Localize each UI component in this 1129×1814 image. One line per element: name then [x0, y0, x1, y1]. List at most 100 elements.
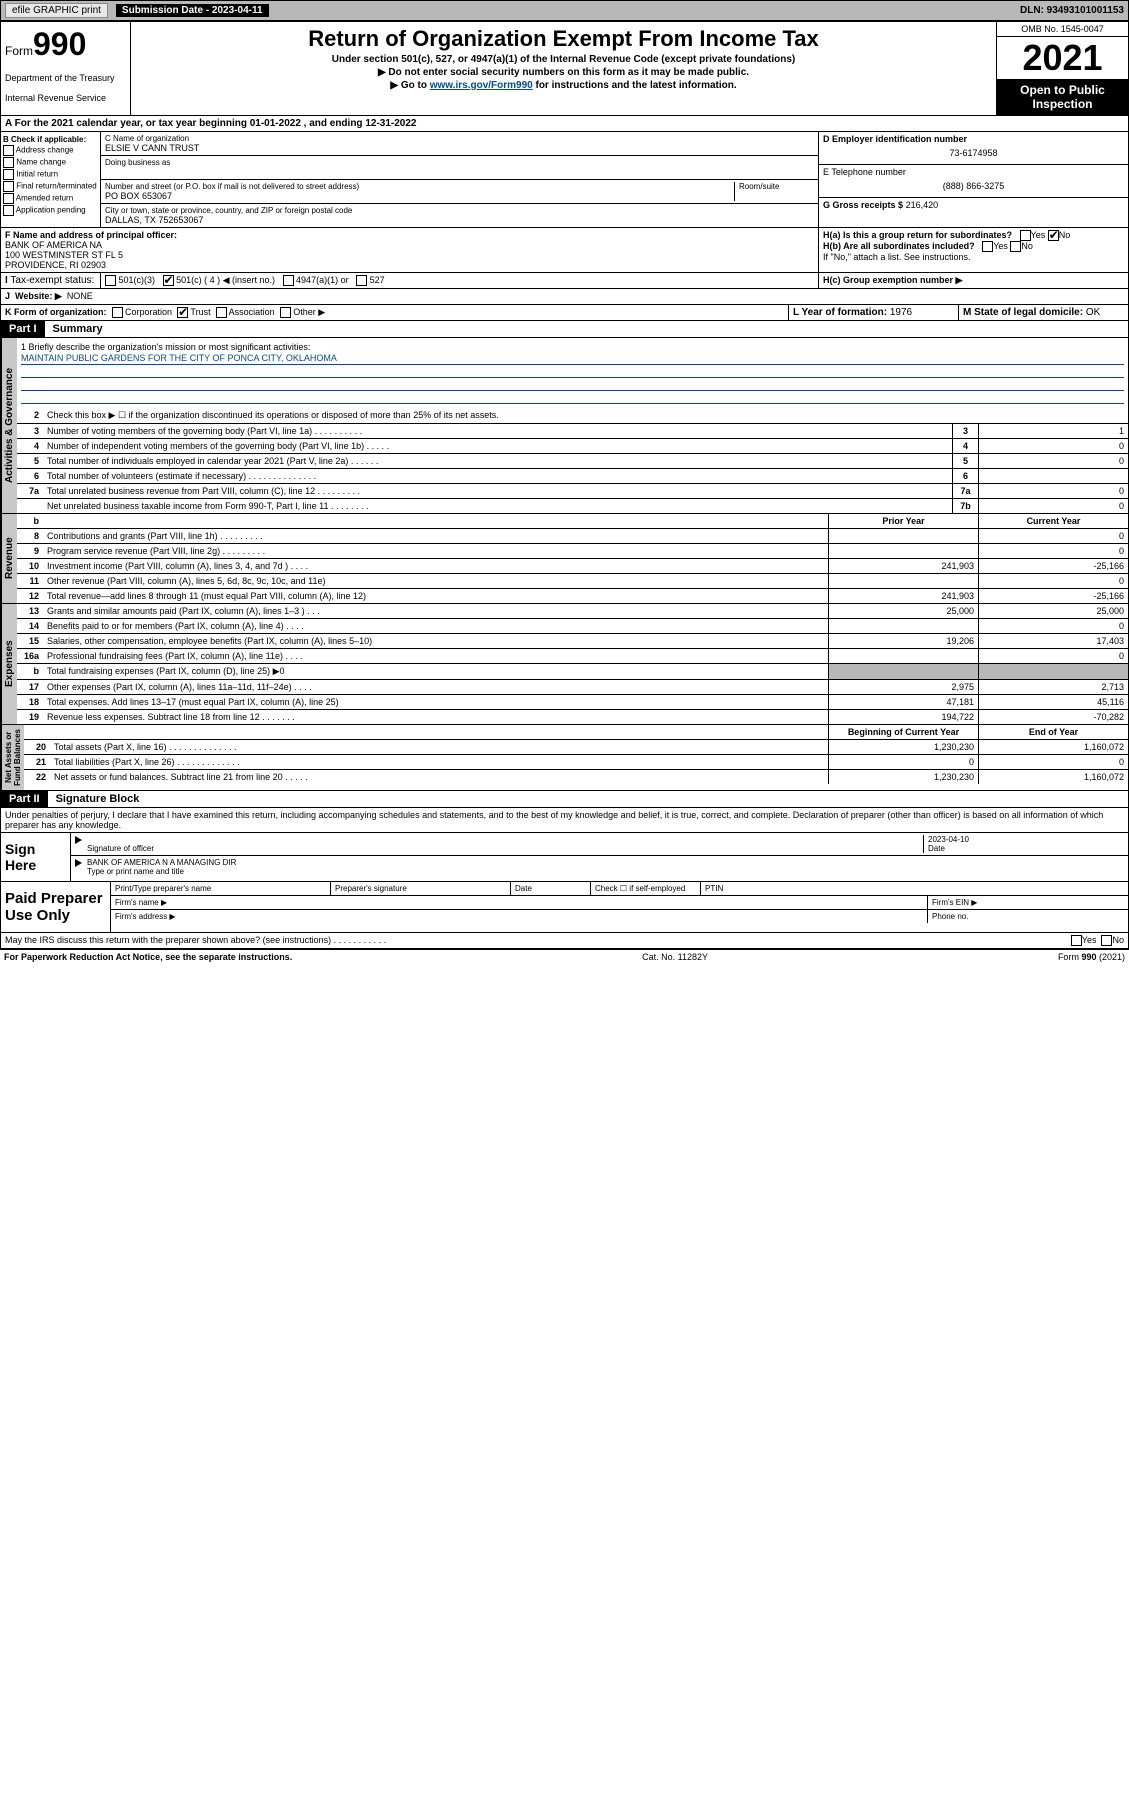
k-label: K Form of organization: — [5, 307, 107, 317]
website-value: NONE — [67, 291, 93, 301]
opt-pending: Application pending — [16, 206, 86, 215]
box-b-title: B Check if applicable: — [3, 135, 98, 144]
check-initial[interactable] — [3, 169, 14, 180]
opt-address: Address change — [16, 146, 74, 155]
goto-post: for instructions and the latest informat… — [533, 80, 737, 91]
l-label: L Year of formation: — [793, 307, 887, 318]
check-trust[interactable] — [177, 307, 188, 318]
name-label: C Name of organization — [105, 134, 814, 143]
check-assoc[interactable] — [216, 307, 227, 318]
check-amended[interactable] — [3, 193, 14, 204]
dept-label: Department of the Treasury — [5, 73, 126, 83]
phone-label: E Telephone number — [823, 167, 1124, 177]
check-4947[interactable] — [283, 275, 294, 286]
net-section: Net Assets orFund Balances Beginning of … — [0, 725, 1129, 791]
footer-mid: Cat. No. 11282Y — [642, 952, 708, 962]
opt-name: Name change — [16, 158, 66, 167]
part2-bar: Part IISignature Block — [0, 791, 1129, 808]
check-527[interactable] — [356, 275, 367, 286]
yes-1: Yes — [1031, 230, 1046, 240]
check-501c3[interactable] — [105, 275, 116, 286]
firm-name-label: Firm's name ▶ — [111, 896, 928, 909]
no-1: No — [1059, 230, 1071, 240]
phone-value: (888) 866-3275 — [823, 177, 1124, 195]
curr-hdr: Current Year — [978, 514, 1128, 528]
ha-yes[interactable] — [1020, 230, 1031, 241]
ha-no[interactable] — [1048, 230, 1059, 241]
prior-hdr: Prior Year — [828, 514, 978, 528]
end-hdr: End of Year — [978, 725, 1128, 739]
officer-label: F Name and address of principal officer: — [5, 230, 177, 240]
net-label: Net Assets orFund Balances — [1, 725, 24, 790]
prep-name-hdr: Print/Type preparer's name — [111, 882, 331, 895]
opt-4947: 4947(a)(1) or — [296, 275, 349, 285]
opt-assoc: Association — [229, 307, 275, 317]
ein-label: D Employer identification number — [823, 134, 1124, 144]
check-501c[interactable] — [163, 275, 174, 286]
hc-label: H(c) Group exemption number ▶ — [823, 275, 962, 285]
prep-sig-hdr: Preparer's signature — [331, 882, 511, 895]
goto-pre: ▶ Go to — [390, 80, 429, 91]
irs-no[interactable] — [1101, 935, 1112, 946]
prep-check-hdr: Check ☐ if self-employed — [591, 882, 701, 895]
mission-text: MAINTAIN PUBLIC GARDENS FOR THE CITY OF … — [21, 352, 1124, 365]
check-corp[interactable] — [112, 307, 123, 318]
form-header: Form990 Department of the Treasury Inter… — [0, 21, 1129, 116]
form-title: Return of Organization Exempt From Incom… — [135, 26, 992, 52]
hb-no[interactable] — [1010, 241, 1021, 252]
prep-date-hdr: Date — [511, 882, 591, 895]
prep-ptin-hdr: PTIN — [701, 882, 1128, 895]
exp-section: Expenses 13Grants and similar amounts pa… — [0, 604, 1129, 725]
page-footer: For Paperwork Reduction Act Notice, see … — [0, 949, 1129, 964]
form990-link[interactable]: www.irs.gov/Form990 — [430, 80, 533, 91]
top-bar: efile GRAPHIC print Submission Date - 20… — [0, 0, 1129, 21]
section-j: J Website: ▶ NONE — [0, 289, 1129, 305]
opt-trust: Trust — [190, 307, 210, 317]
sig-name-val: BANK OF AMERICA N A MANAGING DIR — [87, 858, 236, 867]
check-other[interactable] — [280, 307, 291, 318]
part1-title: Summary — [45, 321, 111, 337]
line2: Check this box ▶ ☐ if the organization d… — [43, 408, 1128, 423]
open-inspection: Open to Public Inspection — [997, 79, 1128, 115]
form-number: 990 — [33, 26, 86, 62]
no-3: No — [1112, 935, 1124, 945]
paid-prep-label: Paid Preparer Use Only — [1, 882, 111, 932]
tax-status-label: Tax-exempt status: — [10, 275, 94, 286]
check-address[interactable] — [3, 145, 14, 156]
part1-bar: Part ISummary — [0, 321, 1129, 338]
dba-label: Doing business as — [105, 158, 814, 167]
section-i: I Tax-exempt status: 501(c)(3) 501(c) ( … — [0, 273, 1129, 289]
arrow-icon — [75, 836, 82, 844]
gov-section: Activities & Governance 1 Briefly descri… — [0, 338, 1129, 514]
irs-yes[interactable] — [1071, 935, 1082, 946]
ifno-label: If "No," attach a list. See instructions… — [823, 252, 1124, 262]
rev-label: Revenue — [1, 514, 17, 603]
hb-label: H(b) Are all subordinates included? — [823, 241, 975, 251]
opt-amended: Amended return — [16, 194, 73, 203]
opt-527: 527 — [370, 275, 385, 285]
section-bcdeg: B Check if applicable: Address change Na… — [0, 132, 1129, 228]
sig-name-label: Type or print name and title — [87, 867, 184, 876]
hb-yes[interactable] — [982, 241, 993, 252]
omb-number: OMB No. 1545-0047 — [997, 22, 1128, 37]
opt-501c3: 501(c)(3) — [119, 275, 156, 285]
sig-date-label: Date — [928, 844, 945, 853]
section-klm: K Form of organization: Corporation Trus… — [0, 305, 1129, 321]
opt-final: Final return/terminated — [16, 182, 96, 191]
yes-2: Yes — [993, 241, 1008, 251]
exp-label: Expenses — [1, 604, 17, 724]
arrow-icon-2 — [75, 859, 82, 867]
check-pending[interactable] — [3, 205, 14, 216]
check-name[interactable] — [3, 157, 14, 168]
org-name: ELSIE V CANN TRUST — [105, 143, 814, 153]
sign-here: Sign Here — [1, 833, 71, 881]
room-label: Room/suite — [739, 182, 814, 191]
phone-no-label: Phone no. — [928, 910, 1128, 923]
part2-title: Signature Block — [48, 791, 148, 807]
rev-section: Revenue b Prior Year Current Year 8Contr… — [0, 514, 1129, 604]
check-final[interactable] — [3, 181, 14, 192]
officer-l2: 100 WESTMINSTER ST FL 5 — [5, 250, 123, 260]
opt-initial: Initial return — [16, 170, 58, 179]
footer-left: For Paperwork Reduction Act Notice, see … — [4, 952, 292, 962]
sig-date-val: 2023-04-10 — [928, 835, 969, 844]
